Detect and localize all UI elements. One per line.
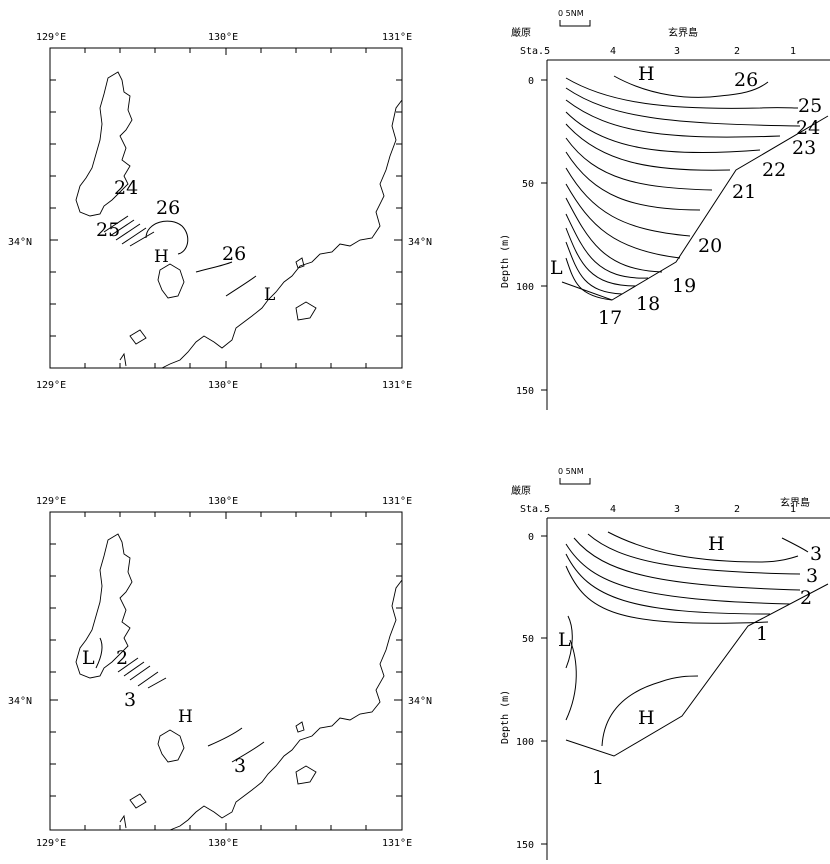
bottom-map-lon-top-2: 130°E <box>208 496 238 507</box>
bottom-section-low-marker: L <box>558 629 571 651</box>
bottom-map-contours <box>95 637 265 763</box>
top-map-lon-top-2: 130°E <box>208 32 238 43</box>
top-map-contour-label-24: 24 <box>114 177 138 199</box>
bottom-map-lon-top-1: 129°E <box>36 496 66 507</box>
bottom-section-station-1: 1 <box>790 504 796 515</box>
top-section-station-4: 4 <box>610 46 616 57</box>
bottom-section-contours <box>565 531 809 747</box>
top-map-lat-left: 34°N <box>8 237 32 248</box>
bottom-map-lon-bottom-3: 131°E <box>382 838 412 849</box>
top-section-label-25: 25 <box>798 95 822 117</box>
top-section-label-19: 19 <box>672 275 696 297</box>
top-section-label-21: 21 <box>732 181 756 203</box>
bottom-section-station-5: Sta.5 <box>520 504 550 515</box>
bottom-map-panel: 129°E 130°E 131°E 129°E 130°E 131°E 34°N… <box>8 496 432 849</box>
bottom-section-place-right: 玄界島 <box>780 496 810 509</box>
top-map-coastline <box>75 71 403 369</box>
top-map-lon-bottom-1: 129°E <box>36 380 66 391</box>
top-section-place-left: 厳原 <box>511 26 531 39</box>
top-section-contours <box>565 75 801 301</box>
top-section-label-20: 20 <box>698 235 722 257</box>
top-section-seabed-profile <box>561 115 829 301</box>
top-section-ylabel: Depth (m) <box>500 234 511 288</box>
top-section-station-3: 3 <box>674 46 680 57</box>
bottom-section-label-3a: 3 <box>810 543 822 565</box>
top-section-panel: 0 5NM 厳原 玄界島 Sta.5 4 3 2 1 0 50 100 150 … <box>500 9 830 410</box>
bottom-map-lon-top-3: 131°E <box>382 496 412 507</box>
bottom-map-contour-label-3a: 3 <box>124 689 136 711</box>
bottom-map-coastline <box>75 533 403 831</box>
bottom-section-depth-50: 50 <box>522 634 534 645</box>
bottom-section-depth-0: 0 <box>528 532 534 543</box>
bottom-map-high-marker: H <box>178 707 193 727</box>
bottom-section-station-2: 2 <box>734 504 740 515</box>
top-section-place-right: 玄界島 <box>668 26 698 39</box>
bottom-section-scale-bar <box>559 478 591 485</box>
top-section-station-1: 1 <box>790 46 796 57</box>
top-map-contours <box>103 215 257 297</box>
top-section-station-2: 2 <box>734 46 740 57</box>
top-section-label-18: 18 <box>636 293 660 315</box>
top-section-depth-0: 0 <box>528 76 534 87</box>
bottom-section-station-3: 3 <box>674 504 680 515</box>
bottom-section-high-marker-2: H <box>638 707 655 729</box>
top-section-low-marker: L <box>550 257 563 279</box>
top-map-panel: 129°E 130°E 131°E 129°E 130°E 131°E 34°N… <box>8 32 432 391</box>
bottom-map-lon-bottom-2: 130°E <box>208 838 238 849</box>
bottom-section-station-4: 4 <box>610 504 616 515</box>
top-section-station-5: Sta.5 <box>520 46 550 57</box>
top-section-label-26: 26 <box>734 69 758 91</box>
bottom-map-lat-left: 34°N <box>8 696 32 707</box>
top-map-lon-bottom-2: 130°E <box>208 380 238 391</box>
bottom-section-label-3b: 3 <box>806 565 818 587</box>
bottom-section-label-1a: 1 <box>756 623 768 645</box>
bottom-section-place-left: 厳原 <box>511 484 531 497</box>
bottom-section-panel: 0 5NM 厳原 玄界島 Sta.5 4 3 2 1 0 50 100 150 … <box>500 467 830 860</box>
top-map-lon-top-3: 131°E <box>382 32 412 43</box>
top-section-depth-100: 100 <box>516 282 534 293</box>
top-map-contour-label-26a: 26 <box>156 197 180 219</box>
bottom-section-scale-label: 0 5NM <box>558 467 584 476</box>
bottom-section-label-2: 2 <box>800 587 812 609</box>
bottom-section-seabed-profile <box>565 583 829 757</box>
top-section-high-marker: H <box>638 63 655 85</box>
bottom-map-lat-right: 34°N <box>408 696 432 707</box>
top-section-label-23: 23 <box>792 137 816 159</box>
bottom-section-depth-100: 100 <box>516 737 534 748</box>
top-map-lon-top-1: 129°E <box>36 32 66 43</box>
top-section-label-17: 17 <box>598 307 622 329</box>
bottom-section-ylabel: Depth (m) <box>500 690 511 744</box>
bottom-map-lon-bottom-1: 129°E <box>36 838 66 849</box>
top-map-low-marker: L <box>264 285 275 305</box>
top-section-depth-150: 150 <box>516 386 534 397</box>
top-map-contour-label-26b: 26 <box>222 243 246 265</box>
bottom-map-contour-label-2: 2 <box>116 647 128 669</box>
top-map-lat-right: 34°N <box>408 237 432 248</box>
bottom-map-low-marker: L <box>82 647 95 669</box>
bottom-section-high-marker-1: H <box>708 533 725 555</box>
top-section-scale-bar <box>559 20 591 27</box>
top-section-label-24: 24 <box>796 117 820 139</box>
bottom-map-contour-label-3b: 3 <box>234 755 246 777</box>
top-map-lon-bottom-3: 131°E <box>382 380 412 391</box>
top-section-scale-label: 0 5NM <box>558 9 584 18</box>
top-section-depth-50: 50 <box>522 179 534 190</box>
top-section-label-22: 22 <box>762 159 786 181</box>
bottom-section-label-1b: 1 <box>592 767 604 789</box>
top-map-high-marker: H <box>154 247 169 267</box>
bottom-section-depth-150: 150 <box>516 840 534 851</box>
top-map-contour-label-25: 25 <box>96 219 120 241</box>
